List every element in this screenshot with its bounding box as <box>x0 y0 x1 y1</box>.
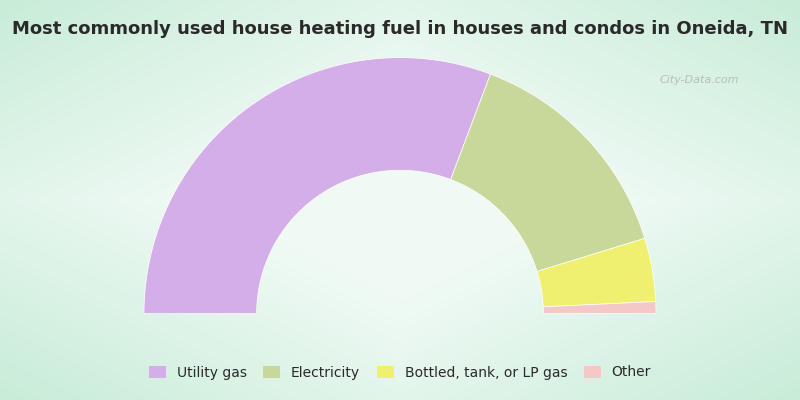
Text: Most commonly used house heating fuel in houses and condos in Oneida, TN: Most commonly used house heating fuel in… <box>12 20 788 38</box>
Polygon shape <box>144 58 490 314</box>
Legend: Utility gas, Electricity, Bottled, tank, or LP gas, Other: Utility gas, Electricity, Bottled, tank,… <box>143 360 657 385</box>
Polygon shape <box>543 302 656 314</box>
Text: City-Data.com: City-Data.com <box>660 75 739 85</box>
Polygon shape <box>537 238 656 307</box>
Polygon shape <box>450 74 645 272</box>
